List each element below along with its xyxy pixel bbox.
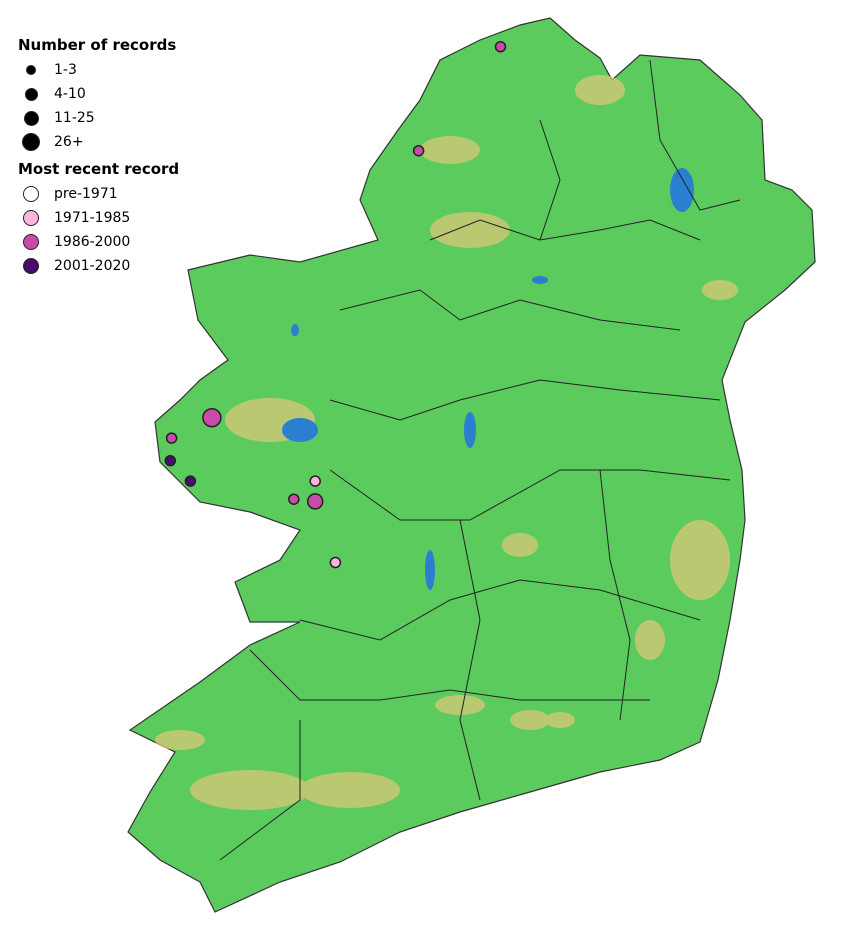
lake bbox=[532, 276, 548, 284]
record-point bbox=[164, 454, 177, 467]
colour-legend-item: pre-1971 bbox=[18, 182, 179, 206]
record-point bbox=[288, 493, 300, 505]
county-boundary bbox=[329, 379, 721, 421]
county-boundaries bbox=[219, 59, 741, 861]
upland-patch bbox=[155, 730, 205, 750]
record-point bbox=[165, 432, 178, 444]
size-legend-label: 11-25 bbox=[54, 110, 95, 126]
county-boundary bbox=[539, 119, 561, 241]
county-boundary bbox=[339, 289, 681, 331]
record-points bbox=[164, 40, 507, 569]
lake bbox=[291, 324, 299, 336]
upland-patch bbox=[435, 695, 485, 715]
county-boundary bbox=[649, 59, 741, 211]
circle-symbol-icon bbox=[23, 234, 39, 250]
colour-legend-label: 2001-2020 bbox=[54, 258, 131, 274]
lakes bbox=[282, 168, 694, 590]
record-point bbox=[202, 407, 222, 428]
colour-legend-item: 2001-2020 bbox=[18, 254, 179, 278]
upland-patch bbox=[300, 772, 400, 808]
record-point bbox=[494, 40, 507, 53]
ireland-landmass bbox=[127, 17, 816, 913]
record-point bbox=[184, 475, 197, 487]
county-boundary bbox=[599, 469, 631, 721]
upland-patch bbox=[420, 136, 480, 164]
upland-patch bbox=[635, 620, 665, 660]
size-legend-item: 4-10 bbox=[18, 82, 179, 106]
size-legend-label: 26+ bbox=[54, 134, 84, 150]
circle-symbol-icon bbox=[26, 65, 36, 75]
legend: Number of records 1-3 4-10 11-25 26+ Most r… bbox=[18, 36, 179, 278]
upland-patch bbox=[545, 712, 575, 728]
upland-areas bbox=[155, 75, 738, 810]
upland-patch bbox=[510, 710, 550, 730]
colour-legend-label: 1986-2000 bbox=[54, 234, 131, 250]
county-boundary bbox=[219, 720, 301, 861]
colour-legend-title: Most recent record bbox=[18, 160, 180, 178]
colour-legend-item: 1986-2000 bbox=[18, 230, 179, 254]
size-legend-label: 1-3 bbox=[54, 62, 77, 78]
lake bbox=[464, 412, 476, 448]
colour-legend-label: pre-1971 bbox=[54, 186, 118, 202]
colour-legend-item: 1971-1985 bbox=[18, 206, 179, 230]
county-boundary bbox=[459, 519, 481, 801]
size-legend-title: Number of records bbox=[18, 36, 177, 54]
upland-patch bbox=[502, 533, 538, 557]
size-legend-item: 11-25 bbox=[18, 106, 179, 130]
circle-symbol-icon bbox=[23, 210, 39, 226]
record-point bbox=[412, 144, 425, 157]
county-boundary bbox=[299, 579, 701, 641]
upland-patch bbox=[190, 770, 310, 810]
colour-legend-label: 1971-1985 bbox=[54, 210, 131, 226]
size-legend-item: 1-3 bbox=[18, 58, 179, 82]
lake bbox=[425, 550, 435, 590]
county-boundary bbox=[249, 649, 650, 701]
circle-symbol-icon bbox=[23, 110, 39, 126]
record-point bbox=[329, 556, 342, 569]
circle-symbol-icon bbox=[23, 186, 39, 202]
upland-patch bbox=[430, 212, 510, 248]
upland-patch bbox=[575, 75, 625, 105]
lake bbox=[282, 418, 318, 442]
circle-symbol-icon bbox=[23, 258, 39, 274]
lake bbox=[670, 168, 694, 212]
circle-symbol-icon bbox=[24, 87, 38, 101]
upland-patch bbox=[670, 520, 730, 600]
county-boundary bbox=[329, 469, 731, 521]
upland-patch bbox=[702, 280, 738, 300]
circle-symbol-icon bbox=[22, 133, 40, 151]
size-legend-label: 4-10 bbox=[54, 86, 86, 102]
record-point bbox=[306, 493, 324, 510]
county-boundary bbox=[429, 219, 701, 241]
size-legend-item: 26+ bbox=[18, 130, 179, 154]
record-point bbox=[309, 475, 321, 487]
